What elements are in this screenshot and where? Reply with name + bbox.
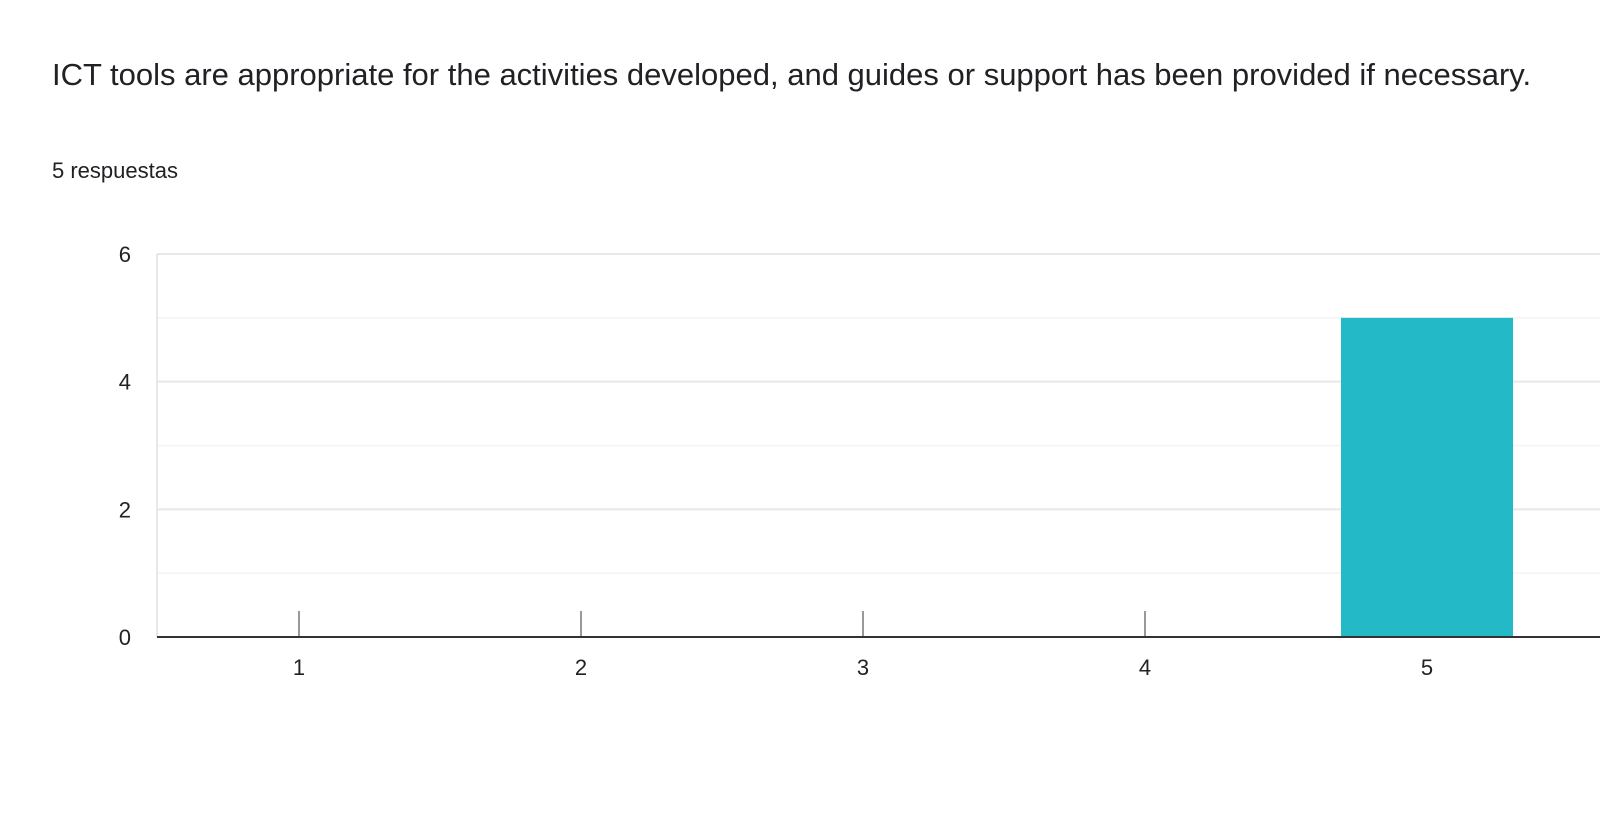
- x-tick-label: 1: [293, 655, 305, 680]
- x-tick-label: 3: [857, 655, 869, 680]
- chart-bars: [1341, 317, 1513, 637]
- x-tick-label: 5: [1421, 655, 1433, 680]
- y-tick-label: 6: [119, 242, 131, 267]
- y-tick-label: 2: [119, 497, 131, 522]
- y-axis-tick-labels: 0 2 4 6: [119, 242, 131, 650]
- x-axis-tick-labels: 1 2 3 4 5: [293, 655, 1433, 680]
- question-title: ICT tools are appropriate for the activi…: [52, 57, 1532, 92]
- response-count: 5 respuestas: [52, 158, 178, 183]
- x-tick-label: 2: [575, 655, 587, 680]
- bar-5: [1341, 317, 1513, 637]
- y-tick-label: 0: [119, 625, 131, 650]
- y-tick-label: 4: [119, 370, 131, 395]
- x-tick-label: 4: [1139, 655, 1151, 680]
- chart-axes: [157, 611, 1600, 638]
